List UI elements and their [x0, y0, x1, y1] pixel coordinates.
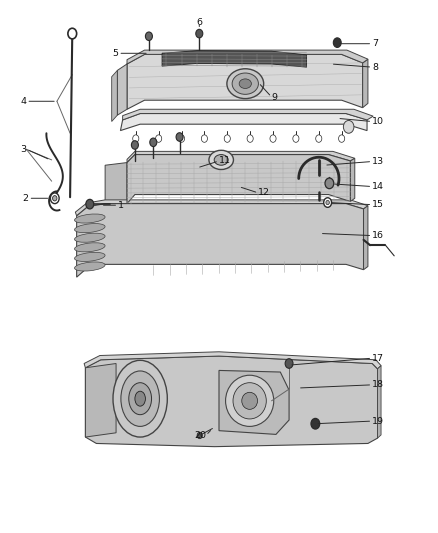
Circle shape: [196, 29, 203, 38]
Ellipse shape: [129, 383, 152, 415]
Polygon shape: [85, 356, 378, 447]
Polygon shape: [117, 64, 127, 115]
Ellipse shape: [74, 262, 105, 271]
Circle shape: [270, 135, 276, 142]
Polygon shape: [363, 59, 368, 108]
Polygon shape: [219, 370, 289, 434]
Polygon shape: [77, 204, 364, 277]
Text: 17: 17: [372, 354, 384, 362]
Circle shape: [324, 198, 332, 207]
Circle shape: [325, 178, 334, 189]
Text: 15: 15: [372, 200, 384, 209]
Polygon shape: [84, 352, 381, 369]
Polygon shape: [162, 51, 307, 67]
Text: 20: 20: [194, 431, 206, 440]
Text: 4: 4: [20, 97, 26, 106]
Ellipse shape: [121, 371, 159, 426]
Circle shape: [333, 38, 341, 47]
Ellipse shape: [113, 360, 167, 437]
Ellipse shape: [233, 383, 266, 419]
Ellipse shape: [227, 69, 264, 99]
Text: 7: 7: [372, 39, 378, 48]
Text: 19: 19: [372, 417, 384, 425]
Text: 11: 11: [219, 157, 231, 165]
Polygon shape: [127, 50, 368, 64]
Text: 13: 13: [372, 157, 385, 166]
Circle shape: [201, 135, 208, 142]
Polygon shape: [350, 158, 355, 201]
Polygon shape: [112, 70, 117, 122]
Polygon shape: [127, 151, 355, 163]
Text: 8: 8: [372, 63, 378, 71]
Polygon shape: [364, 206, 368, 270]
Circle shape: [131, 141, 138, 149]
Circle shape: [247, 135, 253, 142]
Circle shape: [343, 120, 354, 133]
Circle shape: [316, 135, 322, 142]
Circle shape: [293, 135, 299, 142]
Circle shape: [311, 418, 320, 429]
Polygon shape: [85, 364, 116, 437]
Ellipse shape: [74, 233, 105, 243]
Polygon shape: [378, 366, 381, 438]
Circle shape: [53, 196, 57, 201]
Circle shape: [326, 200, 329, 205]
Text: 3: 3: [20, 145, 26, 154]
Text: 12: 12: [258, 189, 270, 197]
Text: 5: 5: [112, 49, 118, 58]
Ellipse shape: [239, 79, 251, 88]
Ellipse shape: [242, 392, 258, 409]
Circle shape: [285, 359, 293, 368]
Circle shape: [197, 432, 202, 439]
Circle shape: [224, 135, 230, 142]
Ellipse shape: [226, 375, 274, 426]
Polygon shape: [105, 163, 127, 204]
Ellipse shape: [135, 391, 145, 406]
Ellipse shape: [74, 223, 105, 233]
Circle shape: [50, 193, 59, 204]
Ellipse shape: [214, 155, 228, 165]
Ellipse shape: [74, 214, 105, 223]
Text: 6: 6: [196, 18, 202, 27]
Circle shape: [339, 135, 345, 142]
Circle shape: [176, 133, 183, 141]
Circle shape: [86, 199, 94, 209]
Text: 18: 18: [372, 381, 384, 389]
Text: 1: 1: [118, 201, 124, 209]
Ellipse shape: [74, 252, 105, 262]
Text: 16: 16: [372, 231, 384, 240]
Ellipse shape: [232, 73, 258, 94]
Circle shape: [155, 135, 162, 142]
Text: 14: 14: [372, 182, 384, 191]
Polygon shape: [123, 109, 373, 120]
Text: 9: 9: [272, 93, 278, 101]
Circle shape: [133, 135, 139, 142]
Ellipse shape: [74, 243, 105, 252]
Text: 10: 10: [372, 117, 384, 126]
Polygon shape: [120, 114, 367, 131]
Circle shape: [145, 32, 152, 41]
Circle shape: [178, 135, 184, 142]
Ellipse shape: [209, 150, 233, 169]
Polygon shape: [127, 155, 350, 204]
Circle shape: [68, 28, 77, 39]
Polygon shape: [127, 54, 363, 109]
Text: 2: 2: [22, 194, 28, 203]
Polygon shape: [75, 200, 368, 216]
Circle shape: [150, 138, 157, 147]
